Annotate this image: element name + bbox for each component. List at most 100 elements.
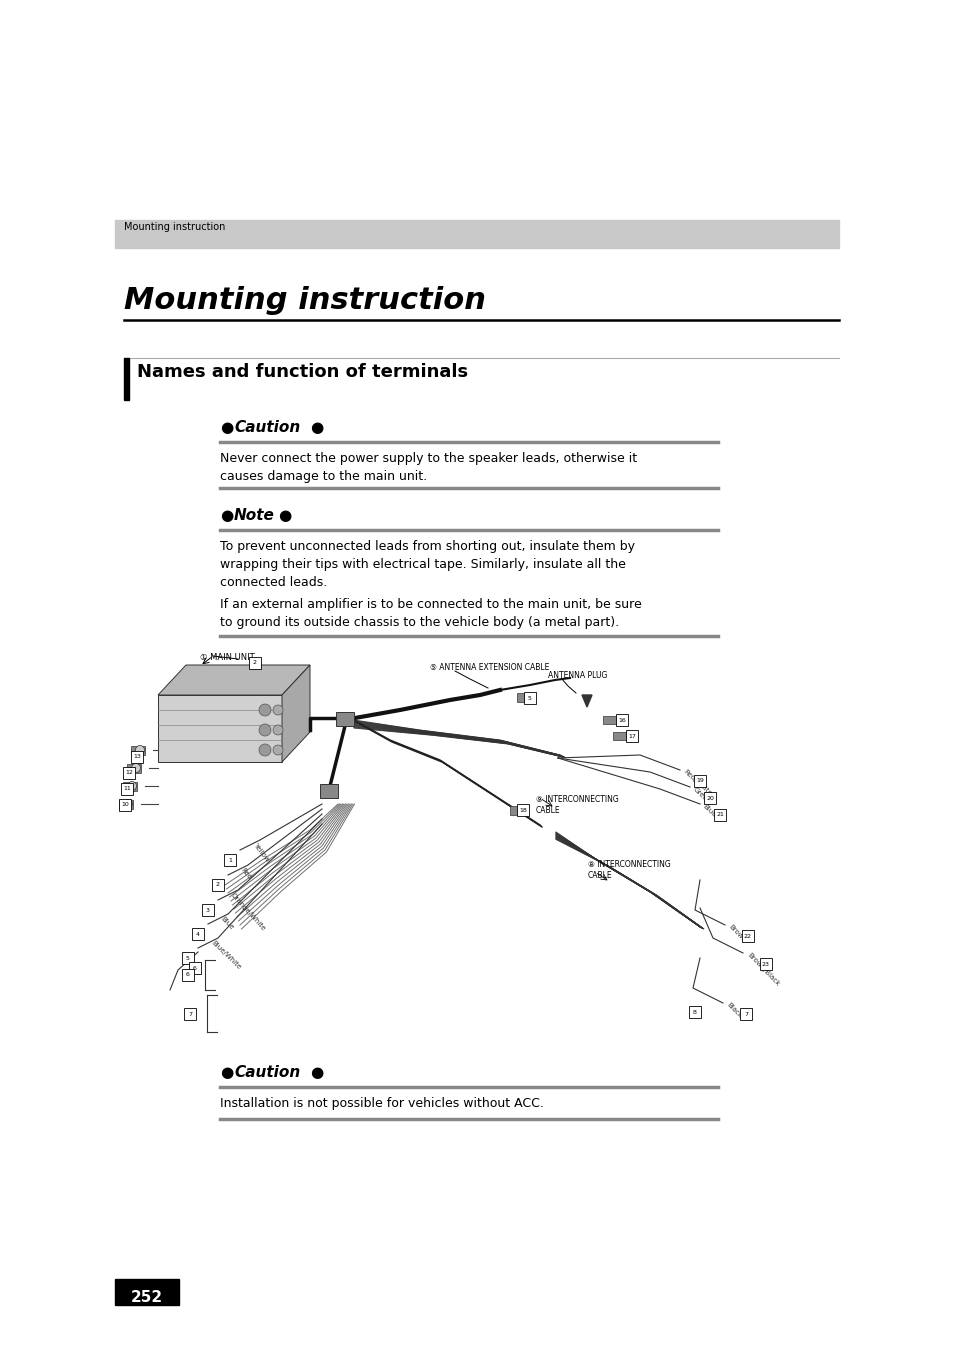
Text: 7: 7 bbox=[743, 1012, 747, 1016]
Text: Note: Note bbox=[233, 508, 274, 523]
Circle shape bbox=[132, 763, 140, 773]
Text: 2: 2 bbox=[253, 661, 256, 666]
Bar bbox=[741, 929, 753, 942]
Circle shape bbox=[273, 705, 283, 715]
Bar bbox=[517, 693, 531, 703]
Circle shape bbox=[123, 800, 132, 808]
Bar bbox=[182, 952, 193, 965]
Text: Never connect the power supply to the speaker leads, otherwise it: Never connect the power supply to the sp… bbox=[220, 453, 637, 465]
Bar bbox=[131, 751, 143, 763]
Polygon shape bbox=[158, 694, 282, 762]
Text: 19: 19 bbox=[696, 778, 703, 784]
Polygon shape bbox=[158, 665, 310, 694]
Text: to ground its outside chassis to the vehicle body (a metal part).: to ground its outside chassis to the veh… bbox=[220, 616, 618, 630]
Text: 12: 12 bbox=[125, 770, 132, 775]
Text: ●: ● bbox=[277, 508, 291, 523]
Circle shape bbox=[135, 746, 144, 754]
Text: 252: 252 bbox=[131, 1290, 163, 1305]
Bar bbox=[616, 713, 627, 725]
Bar bbox=[121, 784, 132, 794]
Text: 4: 4 bbox=[195, 931, 200, 936]
Bar bbox=[517, 804, 529, 816]
Text: wrapping their tips with electrical tape. Similarly, insulate all the: wrapping their tips with electrical tape… bbox=[220, 558, 625, 571]
Circle shape bbox=[258, 704, 271, 716]
Text: 11: 11 bbox=[123, 786, 131, 792]
Circle shape bbox=[258, 724, 271, 736]
Text: Yellow: Yellow bbox=[252, 842, 270, 863]
Bar bbox=[119, 798, 131, 811]
Bar bbox=[184, 1008, 195, 1020]
Circle shape bbox=[273, 725, 283, 735]
Text: Names and function of terminals: Names and function of terminals bbox=[137, 363, 468, 381]
Text: ●: ● bbox=[310, 420, 323, 435]
Text: 6: 6 bbox=[193, 966, 196, 970]
Bar bbox=[335, 712, 354, 725]
Text: 17: 17 bbox=[627, 734, 636, 739]
Bar bbox=[115, 1279, 179, 1305]
Text: 13: 13 bbox=[132, 754, 141, 759]
Text: Black: Black bbox=[725, 1002, 742, 1020]
Bar bbox=[224, 854, 235, 866]
Text: 7: 7 bbox=[188, 1012, 192, 1016]
Text: Blue: Blue bbox=[220, 916, 234, 931]
Bar bbox=[124, 358, 129, 400]
Text: causes damage to the main unit.: causes damage to the main unit. bbox=[220, 470, 427, 484]
Text: Orange/White: Orange/White bbox=[230, 892, 267, 932]
Bar bbox=[249, 657, 261, 669]
Text: Brown: Brown bbox=[727, 924, 747, 944]
Text: ① MAIN UNIT: ① MAIN UNIT bbox=[200, 653, 254, 662]
Bar bbox=[510, 807, 521, 815]
Text: 23: 23 bbox=[761, 962, 769, 966]
Text: ●: ● bbox=[220, 1065, 233, 1079]
Bar bbox=[319, 784, 337, 798]
Bar bbox=[713, 809, 725, 821]
Text: Mounting instruction: Mounting instruction bbox=[124, 222, 225, 232]
Polygon shape bbox=[282, 665, 310, 762]
Text: Mounting instruction: Mounting instruction bbox=[124, 286, 485, 315]
Text: ●: ● bbox=[220, 508, 233, 523]
Bar bbox=[119, 800, 132, 809]
Text: 6: 6 bbox=[186, 973, 190, 978]
Text: To prevent unconnected leads from shorting out, insulate them by: To prevent unconnected leads from shorti… bbox=[220, 540, 635, 553]
Bar bbox=[613, 732, 626, 740]
Text: 3: 3 bbox=[206, 908, 210, 912]
Bar bbox=[602, 716, 617, 724]
Bar bbox=[189, 962, 201, 974]
Text: 2: 2 bbox=[215, 882, 220, 888]
Text: 10: 10 bbox=[121, 802, 129, 808]
Text: 16P: 16P bbox=[322, 786, 335, 794]
Bar bbox=[760, 958, 771, 970]
Text: 21: 21 bbox=[716, 812, 723, 817]
Bar bbox=[740, 1008, 751, 1020]
Text: Red/White: Red/White bbox=[681, 769, 712, 797]
Polygon shape bbox=[581, 694, 592, 707]
Text: Installation is not possible for vehicles without ACC.: Installation is not possible for vehicle… bbox=[220, 1097, 543, 1111]
Bar bbox=[115, 220, 838, 249]
Text: ⑧ INTERCONNECTING
CABLE: ⑧ INTERCONNECTING CABLE bbox=[587, 861, 670, 880]
Text: 18: 18 bbox=[518, 808, 526, 812]
Text: 16: 16 bbox=[618, 717, 625, 723]
Bar bbox=[123, 782, 137, 790]
Bar bbox=[212, 880, 224, 892]
Text: connected leads.: connected leads. bbox=[220, 576, 327, 589]
Bar bbox=[192, 928, 204, 940]
Text: ●: ● bbox=[220, 420, 233, 435]
Text: If an external amplifier is to be connected to the main unit, be sure: If an external amplifier is to be connec… bbox=[220, 598, 641, 611]
Text: ⑨ INTERCONNECTING
CABLE: ⑨ INTERCONNECTING CABLE bbox=[536, 794, 618, 815]
Text: ANTENNA PLUG: ANTENNA PLUG bbox=[547, 671, 607, 680]
Bar bbox=[131, 746, 145, 755]
Circle shape bbox=[273, 744, 283, 755]
Bar bbox=[127, 765, 141, 773]
Text: 1: 1 bbox=[228, 858, 232, 862]
Text: 20P: 20P bbox=[337, 713, 352, 723]
Text: 5: 5 bbox=[528, 696, 532, 701]
Text: ●: ● bbox=[310, 1065, 323, 1079]
Text: Blue: Blue bbox=[701, 802, 717, 817]
Bar bbox=[688, 1006, 700, 1019]
Text: Brown/Black: Brown/Black bbox=[745, 952, 780, 988]
Bar bbox=[123, 767, 135, 780]
Bar bbox=[523, 692, 536, 704]
Bar bbox=[693, 775, 705, 788]
Text: Green: Green bbox=[691, 786, 711, 805]
Text: 20: 20 bbox=[705, 796, 713, 801]
